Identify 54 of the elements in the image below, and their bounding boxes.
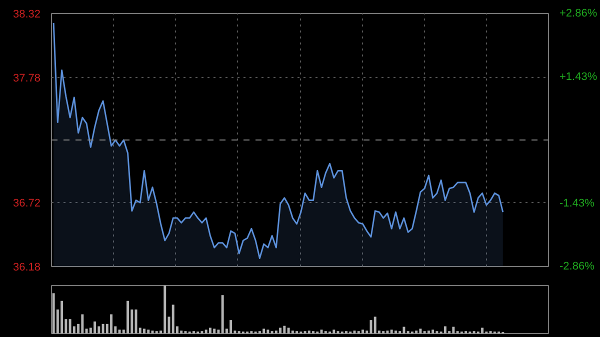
bar — [102, 324, 104, 334]
bar — [279, 328, 282, 334]
y2-tick-label: -1.43% — [560, 197, 595, 210]
bar — [68, 319, 72, 334]
bar — [213, 328, 216, 334]
bar — [110, 314, 113, 334]
y2-tick-label: +2.86% — [560, 8, 598, 20]
bar — [217, 330, 220, 334]
bar — [320, 330, 323, 334]
bar — [164, 286, 166, 334]
bar — [230, 320, 232, 334]
bar — [452, 326, 455, 334]
bar — [283, 326, 286, 334]
bar — [274, 330, 278, 334]
bar — [147, 330, 150, 334]
bar — [143, 328, 146, 334]
bar — [266, 330, 270, 334]
y-tick-label: 36.18 — [12, 262, 41, 274]
bar — [126, 300, 129, 334]
bar — [308, 330, 310, 334]
bar — [52, 293, 55, 334]
bar — [390, 330, 393, 334]
bar — [208, 328, 212, 334]
bar — [262, 328, 266, 334]
bar — [419, 328, 422, 334]
bar — [444, 326, 446, 334]
y2-tick-label: -2.86% — [560, 260, 595, 272]
bar — [60, 300, 64, 334]
bar — [366, 330, 368, 334]
y-tick-label: 36.72 — [12, 198, 41, 210]
bar — [94, 322, 96, 334]
bar — [394, 330, 397, 334]
bar — [362, 330, 364, 334]
bar — [291, 330, 294, 334]
bar — [204, 330, 208, 334]
y-tick-label: 38.32 — [12, 8, 41, 20]
bar — [85, 328, 88, 334]
bar — [415, 330, 418, 334]
bar — [332, 330, 336, 334]
y-tick-label: 37.78 — [12, 72, 41, 84]
bar — [138, 328, 142, 334]
bar — [374, 316, 376, 334]
bar — [180, 330, 183, 334]
bar — [481, 328, 484, 334]
bar — [402, 326, 406, 334]
bar — [432, 330, 434, 334]
bar — [287, 328, 290, 334]
bar — [81, 314, 84, 334]
bar — [118, 330, 121, 334]
bar — [427, 330, 430, 334]
bar — [172, 304, 174, 334]
bar — [386, 330, 389, 334]
y2-tick-label: +1.43% — [560, 70, 598, 83]
bar — [221, 295, 224, 334]
